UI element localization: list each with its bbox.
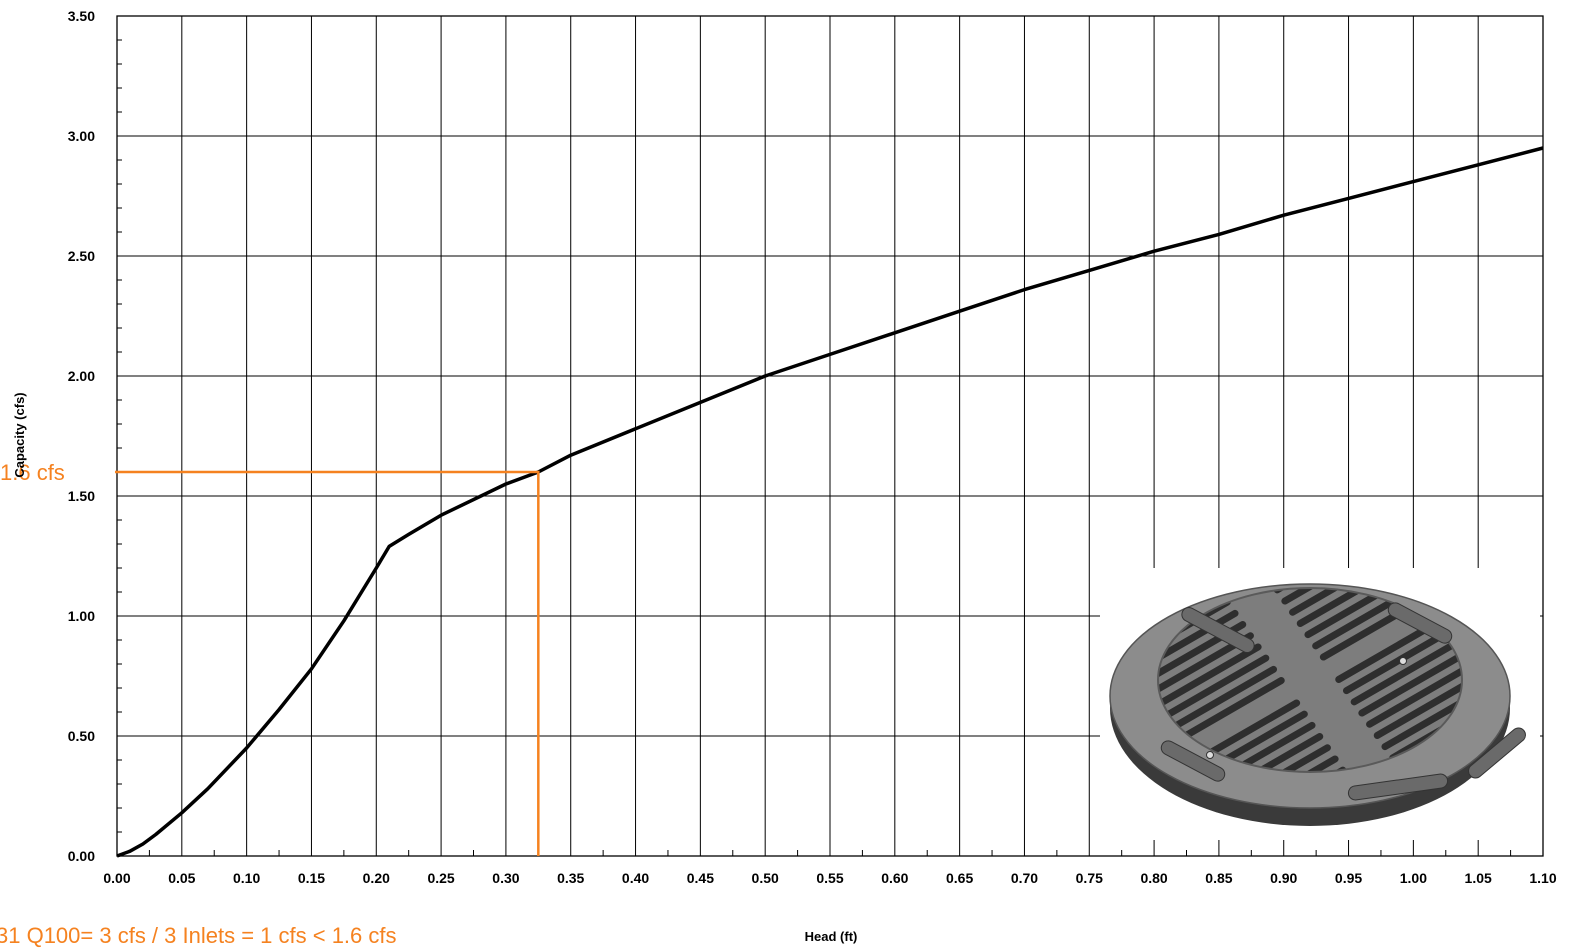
grate-slot — [1342, 630, 1448, 695]
grate-slot — [1335, 619, 1441, 683]
grate-slot — [1158, 632, 1254, 696]
x-tick-label: 0.35 — [557, 870, 584, 886]
chart-grid — [116, 15, 1544, 857]
grate-slot — [1179, 677, 1285, 741]
grate-slot — [1366, 664, 1462, 728]
x-tick-label: 0.95 — [1335, 870, 1362, 886]
x-tick-label: 0.75 — [1076, 870, 1103, 886]
capacity-note: 31 Q100= 3 cfs / 3 Inlets = 1 cfs < 1.6 … — [0, 923, 397, 948]
y-tick-label: 0.00 — [68, 848, 95, 864]
x-tick-label: 0.25 — [427, 870, 454, 886]
y-tick-label: 2.00 — [68, 368, 95, 384]
grate-slot — [1226, 744, 1331, 772]
grate-slot — [1164, 654, 1270, 719]
y-tick-label: 3.00 — [68, 128, 95, 144]
y-tick-labels: 0.00 0.50 1.00 1.50 2.00 2.50 3.00 3.50 — [68, 8, 95, 864]
grate-slot — [1195, 699, 1301, 763]
y-tick-label: 3.50 — [68, 8, 95, 24]
x-tick-label: 1.00 — [1400, 870, 1427, 886]
x-tick-label: 0.00 — [103, 870, 130, 886]
grate-slot — [1350, 641, 1456, 706]
grate-slot — [1158, 643, 1262, 707]
grate-slot — [1218, 733, 1324, 772]
marker-label: 1.6 cfs — [0, 460, 65, 485]
x-tick-label: 0.30 — [492, 870, 519, 886]
x-tick-label: 0.70 — [1011, 870, 1038, 886]
x-tick-label: 0.40 — [622, 870, 649, 886]
x-tick-label: 0.65 — [946, 870, 973, 886]
capacity-marker-lines — [115, 470, 540, 856]
y-axis-title: Capacity (cfs) — [12, 392, 27, 477]
y-tick-label: 1.50 — [68, 488, 95, 504]
x-tick-label: 0.90 — [1270, 870, 1297, 886]
grate-slot — [1358, 653, 1462, 717]
y-tick-label: 0.50 — [68, 728, 95, 744]
grate-slot — [1172, 665, 1278, 730]
y-tick-label: 2.50 — [68, 248, 95, 264]
x-tick-label: 0.15 — [298, 870, 325, 886]
grate-icon — [1100, 568, 1540, 840]
x-tick-label: 0.05 — [168, 870, 195, 886]
x-tick-label: 1.05 — [1465, 870, 1492, 886]
x-tick-label: 0.10 — [233, 870, 260, 886]
x-tick-label: 0.60 — [881, 870, 908, 886]
x-axis-title: Head (ft) — [805, 929, 858, 944]
x-tick-label: 0.85 — [1205, 870, 1232, 886]
y-tick-label: 1.00 — [68, 608, 95, 624]
x-tick-labels: 0.00 0.05 0.10 0.15 0.20 0.25 0.30 0.35 0.40 0.45… — [103, 870, 1556, 886]
grate-slot — [1373, 675, 1462, 739]
x-tick-label: 0.20 — [363, 870, 390, 886]
x-tick-label: 0.80 — [1140, 870, 1167, 886]
grate-slot — [1296, 588, 1402, 627]
grate-slot — [1289, 588, 1394, 616]
x-tick-label: 0.50 — [752, 870, 779, 886]
capacity-curve — [116, 146, 1544, 858]
x-tick-label: 1.10 — [1529, 870, 1556, 886]
x-tick-label: 0.45 — [687, 870, 714, 886]
grate-slot — [1265, 568, 1372, 583]
grate-slot — [1257, 568, 1364, 572]
x-tick-label: 0.55 — [816, 870, 843, 886]
